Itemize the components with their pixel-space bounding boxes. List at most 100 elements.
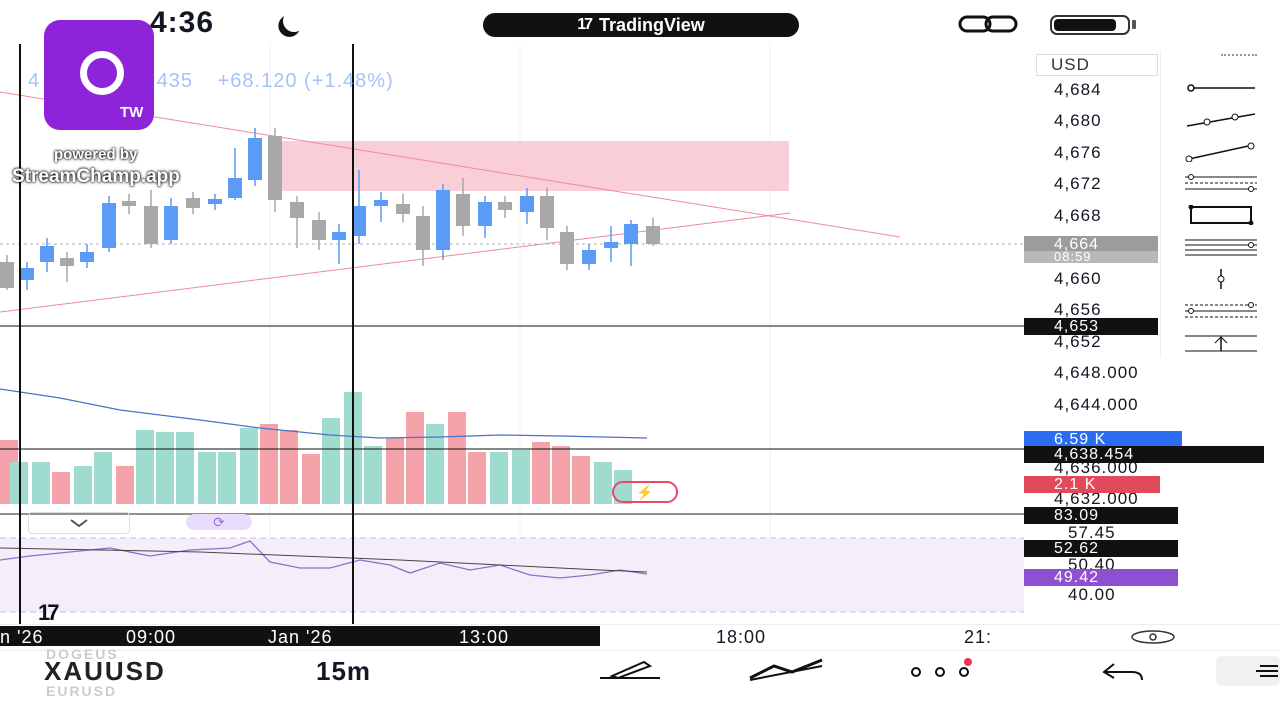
drawing-toolbar: [1160, 50, 1279, 358]
tradingview-logo-icon: 17: [577, 16, 593, 33]
indicators-icon[interactable]: [748, 658, 824, 682]
volume-bar: [572, 456, 590, 504]
symbol-prev: DOGEUS: [46, 646, 119, 662]
volume-bar: [32, 462, 50, 504]
grid-lines: [269, 44, 771, 615]
rsi-value-tag: 49.42: [1024, 569, 1178, 586]
crosshair-volume-tag: 4,638.454: [1024, 446, 1264, 463]
candle-body: [332, 232, 346, 240]
streamchamp-name: StreamChamp.app: [12, 166, 180, 187]
volume-up-tag: 6.59 K: [1024, 431, 1182, 448]
price-change: +68.120 (+1.48%): [217, 70, 394, 92]
candle-body: [352, 206, 366, 236]
collapse-pane-button[interactable]: [28, 512, 130, 534]
rsi-crosshair-tag: 83.09: [1024, 507, 1178, 524]
trendline-tool-icon[interactable]: [1185, 142, 1257, 162]
volume-bar: [594, 462, 612, 504]
time-label: 21:: [964, 627, 993, 647]
bar-countdown-tag: 08:59: [1024, 250, 1158, 263]
candle-body: [374, 200, 388, 206]
fib-channel-tool-icon[interactable]: [1185, 301, 1257, 321]
rsi-line: [0, 540, 648, 579]
price-tick: 4,672: [1054, 174, 1102, 193]
refresh-icon[interactable]: ⟳: [186, 514, 252, 530]
candle-body: [20, 268, 34, 280]
volume-bar: [94, 452, 112, 504]
candlestick-series: [0, 128, 660, 290]
price-tick: 4,652: [1054, 332, 1102, 351]
price-tick: 4,648.000: [1054, 363, 1139, 382]
moon-icon: [280, 7, 308, 35]
candle-body: [248, 138, 262, 180]
rectangle-tool-icon[interactable]: [1185, 205, 1257, 225]
trendline-lower[interactable]: [0, 212, 791, 313]
candle-body: [144, 206, 158, 244]
scale-settings-icon[interactable]: [1130, 629, 1176, 645]
battery-icon: [1050, 15, 1130, 35]
volume-bar: [74, 466, 92, 504]
price-fragment-2: 435: [156, 70, 194, 92]
price-tick: 4,680: [1054, 111, 1102, 130]
anchored-vwap-tool-icon[interactable]: [1185, 333, 1257, 353]
time-axis-crosshair-bar: [0, 626, 600, 646]
candle-body: [312, 220, 326, 240]
volume-bar: [448, 412, 466, 504]
price-tick: 4,676: [1054, 143, 1102, 162]
symbol-button[interactable]: XAUUSD: [44, 656, 166, 686]
price-tick: 4,656: [1054, 300, 1102, 319]
currency-label[interactable]: USD: [1036, 54, 1158, 76]
candle-body: [478, 202, 492, 226]
time-label: 18:00: [716, 627, 767, 647]
horizontal-ray-tool-icon[interactable]: [1185, 78, 1257, 98]
fib-retracement-tool-icon[interactable]: [1185, 237, 1257, 257]
menu-button[interactable]: [1216, 656, 1280, 686]
candle-body: [540, 196, 554, 228]
volume-bar: [176, 432, 194, 504]
crosshair-price-tag: 4,653: [1024, 318, 1158, 335]
volume-bar: [364, 446, 382, 504]
vertical-line-tool-icon[interactable]: [1185, 269, 1257, 289]
volume-bar: [512, 450, 530, 504]
time-label: n '26: [0, 627, 44, 647]
undo-icon[interactable]: [1100, 658, 1146, 682]
volume-bar: [218, 452, 236, 504]
candle-body: [560, 232, 574, 264]
parallel-channel-tool-icon[interactable]: [1185, 173, 1257, 193]
interval-button[interactable]: 15m: [316, 656, 372, 686]
volume-bar: [426, 424, 444, 504]
chart-canvas[interactable]: [0, 44, 1024, 624]
trend-angle-tool-icon[interactable]: [1185, 110, 1257, 130]
last-price-tag: 4,664: [1024, 236, 1158, 253]
price-tick: 4,660: [1054, 269, 1102, 288]
volume-bar: [52, 472, 70, 504]
candle-body: [60, 258, 74, 266]
streamchamp-ring-icon: [80, 51, 124, 95]
time-label: 13:00: [459, 627, 510, 647]
bottom-toolbar: [0, 650, 1280, 721]
lightning-icon[interactable]: ⚡: [612, 481, 678, 503]
drawing-pencil-icon[interactable]: [598, 658, 662, 682]
time-axis[interactable]: [0, 624, 1280, 651]
volume-bar: [136, 430, 154, 504]
candle-body: [186, 198, 200, 208]
chevron-down-icon: [70, 519, 88, 528]
price-tick: 4,668: [1054, 206, 1102, 225]
volume-bar: [156, 432, 174, 504]
volume-bar: [532, 442, 550, 504]
candle-body: [416, 216, 430, 250]
candle-body: [0, 262, 14, 288]
candle-body: [582, 250, 596, 264]
rsi-ma-line: [0, 547, 648, 573]
volume-bar: [386, 438, 404, 504]
volume-bar: [406, 412, 424, 504]
volume-bar: [116, 466, 134, 504]
tradingview-watermark-icon: 17: [38, 600, 60, 625]
volume-bar: [198, 452, 216, 504]
candle-body: [164, 206, 178, 240]
toolbar-handle[interactable]: [1221, 54, 1257, 58]
volume-bar: [490, 452, 508, 504]
more-options-icon[interactable]: [906, 658, 978, 682]
volume-bar: [240, 428, 258, 504]
volume-down-tag: 2.1 K: [1024, 476, 1160, 493]
price-tick: 4,632.000: [1054, 489, 1139, 508]
